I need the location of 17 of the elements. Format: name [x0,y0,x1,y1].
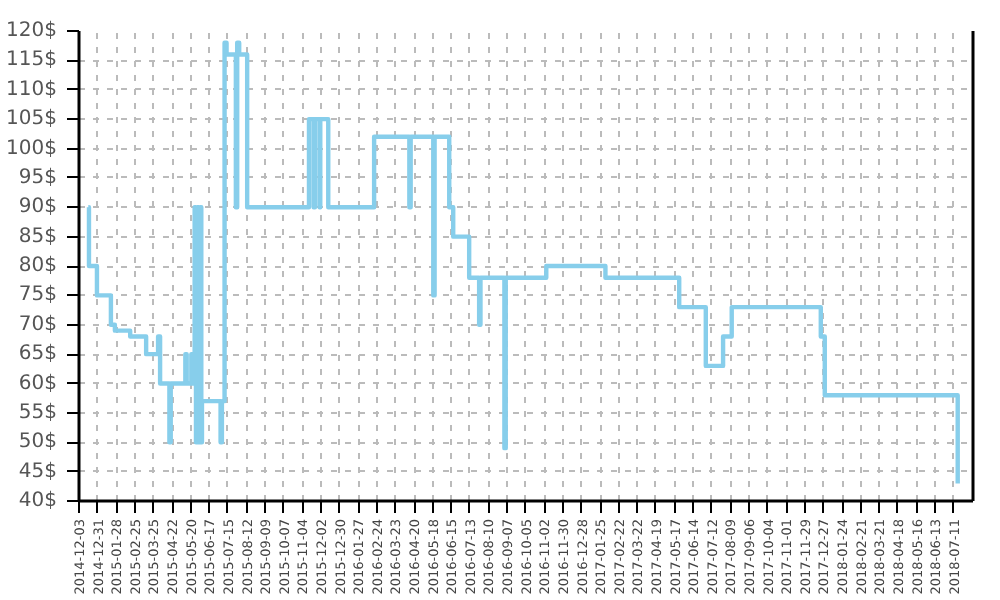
y-tick-label: 110$ [6,78,58,101]
y-tick-label: 70$ [18,313,58,336]
y-tick-label: 40$ [18,490,58,512]
y-tick-label: 120$ [6,20,58,42]
y-tick-label: 100$ [6,137,58,160]
y-tick-label: 55$ [18,401,58,424]
y-tick-label: 75$ [18,284,58,307]
y-tick-label: 115$ [6,49,58,72]
y-tick-label: 90$ [18,196,58,219]
y-tick-label: 65$ [18,343,58,366]
y-tick-label: 105$ [6,108,58,131]
y-tick-label: 60$ [18,372,58,395]
y-tick-label: 50$ [18,431,58,454]
y-tick-label: 45$ [18,460,58,483]
y-tick-label: 80$ [18,255,58,277]
y-tick-label: 85$ [18,225,58,248]
y-tick-label: 95$ [18,166,58,189]
